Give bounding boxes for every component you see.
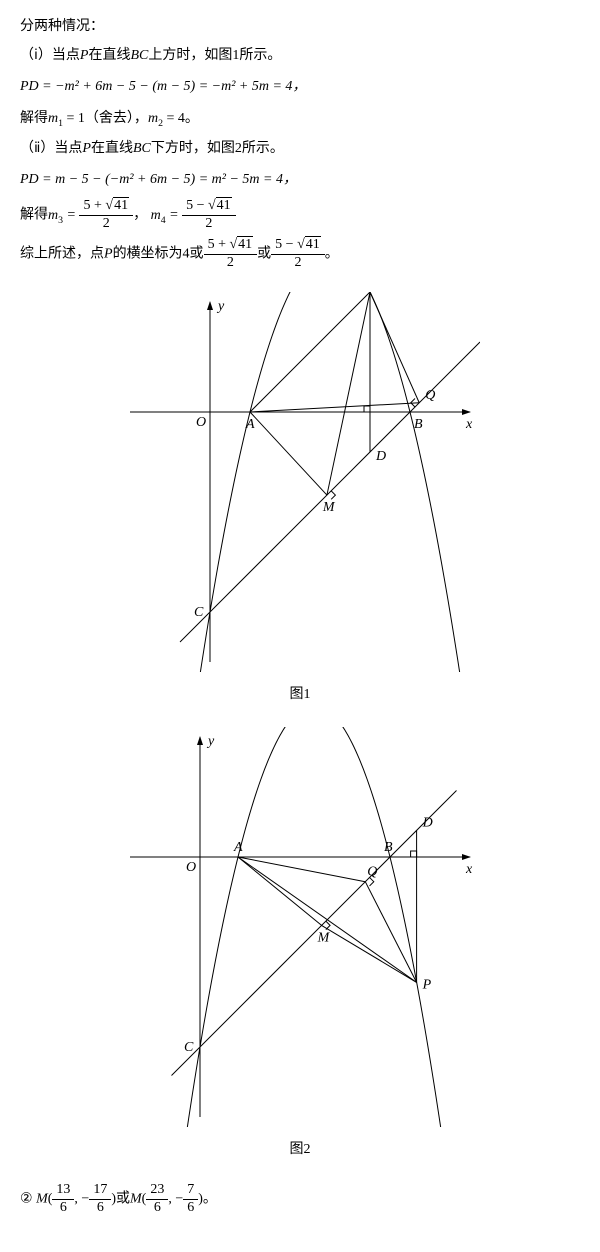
equation-2: PD = m − 5 − (−m² + 6m − 5) = m² − 5m = … bbox=[20, 167, 580, 192]
svg-text:M: M bbox=[317, 930, 331, 945]
t: 综上所述，点 bbox=[20, 246, 104, 261]
frac-1: 5 + 412 bbox=[79, 198, 133, 233]
t: ， bbox=[133, 208, 151, 223]
sym-P: P bbox=[82, 141, 91, 156]
svg-text:B: B bbox=[414, 417, 423, 432]
t: 下方时，如图2所示。 bbox=[151, 141, 284, 156]
svg-text:O: O bbox=[196, 415, 206, 430]
m1: m1 bbox=[48, 111, 63, 126]
sym-BC: BC bbox=[133, 141, 151, 156]
svg-text:D: D bbox=[422, 815, 433, 830]
figure-1: yxOABCPDMQ bbox=[20, 292, 580, 672]
t: 或 bbox=[116, 1191, 130, 1206]
t: 或 bbox=[257, 246, 271, 261]
svg-text:x: x bbox=[465, 862, 473, 877]
answer-2: ② M(136, −176)或M(236, −76)。 bbox=[20, 1182, 580, 1217]
comma: , − bbox=[74, 1191, 89, 1206]
figure-2: y x O A B C P D M Q bbox=[20, 727, 580, 1127]
eq: = bbox=[166, 208, 182, 223]
solve-1: 解得m1 = 1（舍去），m2 = 4。 bbox=[20, 106, 580, 132]
t: 的横坐标为4或 bbox=[113, 246, 204, 261]
frac-2b: 5 − 412 bbox=[271, 237, 325, 272]
svg-text:Q: Q bbox=[367, 864, 377, 879]
f: 236 bbox=[146, 1182, 168, 1217]
t: 在直线 bbox=[88, 48, 130, 63]
M2: M bbox=[130, 1191, 142, 1206]
svg-text:A: A bbox=[233, 840, 243, 855]
t: （ⅰ）当点 bbox=[20, 48, 80, 63]
svg-text:C: C bbox=[194, 605, 204, 620]
t: 上方时，如图1所示。 bbox=[148, 48, 281, 63]
f: 76 bbox=[183, 1182, 198, 1217]
eq: = bbox=[63, 208, 79, 223]
sym-BC: BC bbox=[130, 48, 148, 63]
conclusion: 综上所述，点P的横坐标为4或5 + 412或5 − 412。 bbox=[20, 237, 580, 272]
t: = 4。 bbox=[163, 111, 199, 126]
case-2: （ⅱ）当点P在直线BC下方时，如图2所示。 bbox=[20, 136, 580, 161]
figure-2-caption: 图2 bbox=[20, 1137, 580, 1162]
m3: m3 bbox=[48, 208, 63, 223]
figure-1-caption: 图1 bbox=[20, 682, 580, 707]
t: 解得 bbox=[20, 111, 48, 126]
svg-text:y: y bbox=[206, 734, 215, 749]
figure-1-svg: yxOABCPDMQ bbox=[120, 292, 480, 672]
paren: )。 bbox=[198, 1191, 217, 1206]
svg-text:x: x bbox=[465, 417, 473, 432]
frac-2: 5 − 412 bbox=[182, 198, 236, 233]
f: 136 bbox=[52, 1182, 74, 1217]
M1: M bbox=[36, 1191, 48, 1206]
line-cases: 分两种情况： bbox=[20, 14, 580, 39]
svg-text:M: M bbox=[322, 500, 336, 515]
svg-text:A: A bbox=[245, 417, 255, 432]
comma: , − bbox=[168, 1191, 183, 1206]
m2: m2 bbox=[148, 111, 163, 126]
case-1: （ⅰ）当点P在直线BC上方时，如图1所示。 bbox=[20, 43, 580, 68]
solve-2: 解得m3 = 5 + 412， m4 = 5 − 412 bbox=[20, 198, 580, 233]
frac-1b: 5 + 412 bbox=[204, 237, 258, 272]
svg-text:Q: Q bbox=[425, 387, 435, 402]
t: 在直线 bbox=[91, 141, 133, 156]
sym-P: P bbox=[104, 246, 113, 261]
svg-text:D: D bbox=[375, 449, 386, 464]
svg-text:y: y bbox=[216, 299, 225, 314]
t: 解得 bbox=[20, 208, 48, 223]
t: （ⅱ）当点 bbox=[20, 141, 82, 156]
svg-text:B: B bbox=[384, 840, 393, 855]
t: = 1（舍去）， bbox=[63, 111, 148, 126]
svg-text:P: P bbox=[422, 977, 432, 992]
f: 176 bbox=[89, 1182, 111, 1217]
t: 。 bbox=[325, 246, 339, 261]
svg-text:C: C bbox=[184, 1040, 194, 1055]
t: ② bbox=[20, 1191, 33, 1206]
equation-1: PD = −m² + 6m − 5 − (m − 5) = −m² + 5m =… bbox=[20, 74, 580, 99]
m4: m4 bbox=[151, 208, 166, 223]
svg-text:O: O bbox=[186, 860, 196, 875]
figure-2-svg: y x O A B C P D M Q bbox=[120, 727, 480, 1127]
